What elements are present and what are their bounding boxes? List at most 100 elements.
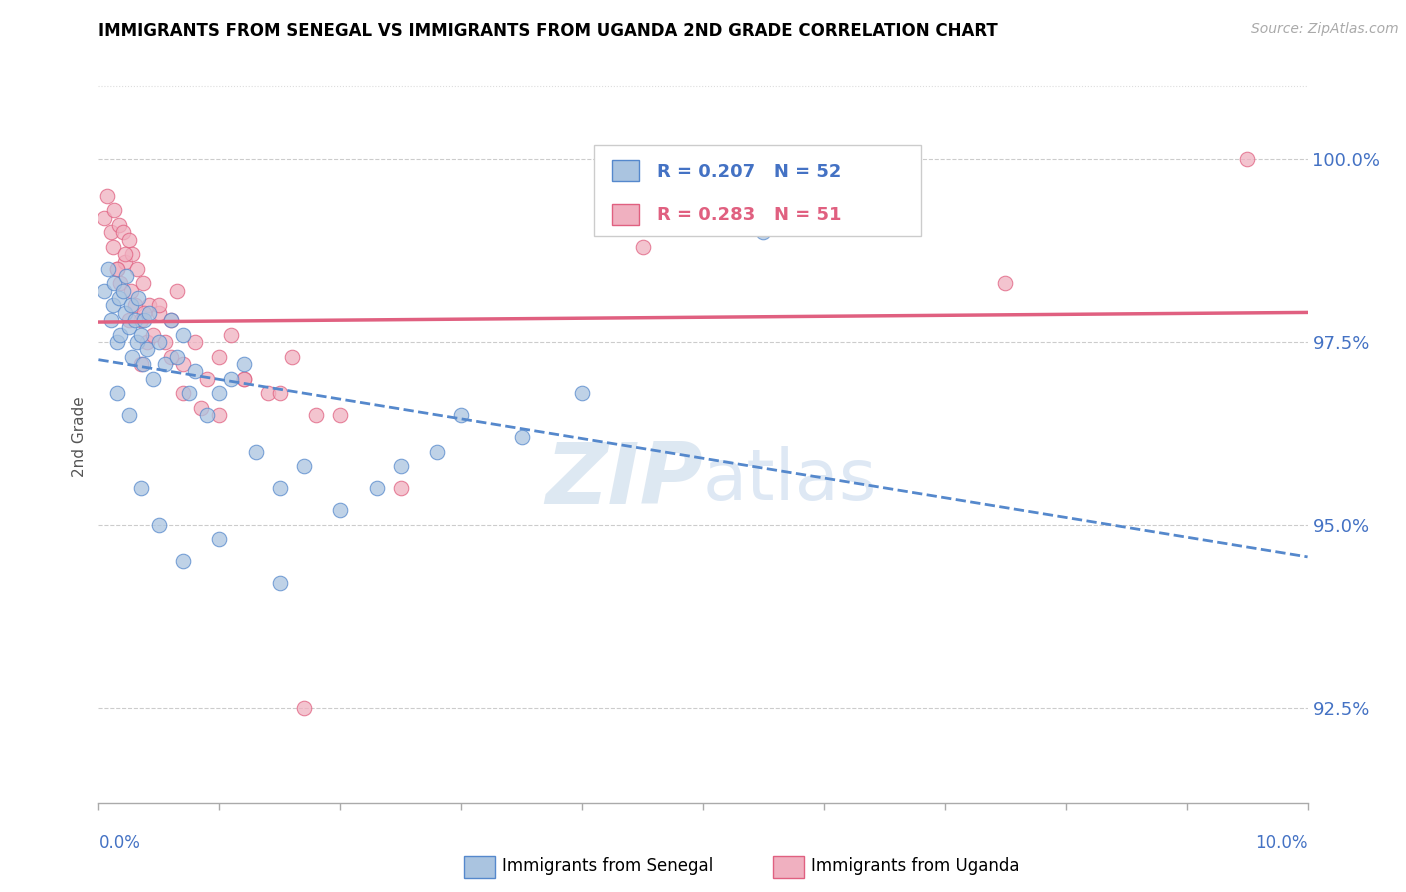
Point <box>269 386 291 401</box>
Point <box>184 364 207 378</box>
Point <box>121 247 143 261</box>
Point <box>108 291 131 305</box>
Point <box>108 327 131 342</box>
Point <box>426 444 449 458</box>
Point <box>329 408 352 422</box>
Point <box>101 240 124 254</box>
Point <box>269 481 291 495</box>
Point <box>115 269 138 284</box>
Point <box>195 371 218 385</box>
Point <box>752 225 775 239</box>
Point <box>114 306 136 320</box>
Point <box>269 576 291 591</box>
Point <box>105 334 128 349</box>
Point <box>292 700 315 714</box>
Point <box>292 459 315 474</box>
Text: Source: ZipAtlas.com: Source: ZipAtlas.com <box>1251 22 1399 37</box>
Text: ZIP: ZIP <box>546 440 703 523</box>
Point <box>105 261 128 276</box>
Point <box>148 298 170 312</box>
Point <box>160 313 183 327</box>
Point <box>208 533 231 547</box>
Point <box>208 408 231 422</box>
Point <box>208 386 231 401</box>
Point <box>232 371 254 385</box>
Point <box>184 334 207 349</box>
Point <box>329 503 352 517</box>
Point <box>138 298 160 312</box>
Point <box>105 261 128 276</box>
Point <box>1236 152 1258 166</box>
Text: atlas: atlas <box>703 447 877 516</box>
Point <box>256 386 278 401</box>
Point <box>127 291 149 305</box>
Point <box>134 306 156 320</box>
Point <box>221 371 243 385</box>
Text: R = 0.283   N = 51: R = 0.283 N = 51 <box>657 206 842 225</box>
Point <box>366 481 388 495</box>
Point <box>103 203 125 218</box>
Point <box>148 334 170 349</box>
Point <box>105 386 128 401</box>
Point <box>135 334 157 349</box>
Point <box>994 277 1017 291</box>
Point <box>120 298 142 312</box>
Text: IMMIGRANTS FROM SENEGAL VS IMMIGRANTS FROM UGANDA 2ND GRADE CORRELATION CHART: IMMIGRANTS FROM SENEGAL VS IMMIGRANTS FR… <box>98 22 998 40</box>
Point <box>142 327 165 342</box>
Point <box>124 313 146 327</box>
Point <box>160 350 183 364</box>
Point <box>631 240 654 254</box>
Point <box>153 334 176 349</box>
Point <box>389 459 412 474</box>
Point <box>208 350 231 364</box>
Point <box>124 298 146 312</box>
Point <box>127 334 149 349</box>
Point <box>172 554 194 568</box>
Point <box>100 225 122 239</box>
Point <box>103 277 125 291</box>
FancyBboxPatch shape <box>612 161 638 181</box>
Point <box>179 386 201 401</box>
Point <box>114 254 136 268</box>
Point <box>281 350 304 364</box>
FancyBboxPatch shape <box>595 145 921 235</box>
Point <box>232 371 254 385</box>
Point <box>129 481 152 495</box>
Point <box>118 233 141 247</box>
Point <box>93 284 115 298</box>
Point <box>195 408 218 422</box>
Point <box>100 313 122 327</box>
Point <box>172 327 194 342</box>
Point <box>101 298 124 312</box>
Point <box>148 306 170 320</box>
Point <box>93 211 115 225</box>
Point <box>127 261 149 276</box>
Point <box>389 481 412 495</box>
Point <box>172 357 194 371</box>
Text: 0.0%: 0.0% <box>98 834 141 852</box>
Point <box>190 401 212 415</box>
Text: 10.0%: 10.0% <box>1256 834 1308 852</box>
Point <box>571 386 593 401</box>
Point <box>450 408 472 422</box>
Point <box>108 218 131 232</box>
Point <box>148 517 170 532</box>
Point <box>118 320 141 334</box>
Point <box>510 430 533 444</box>
Point <box>97 261 120 276</box>
Point <box>111 284 134 298</box>
Point <box>245 444 267 458</box>
Y-axis label: 2nd Grade: 2nd Grade <box>72 397 87 477</box>
Point <box>305 408 328 422</box>
Point <box>108 277 131 291</box>
Point <box>134 313 156 327</box>
Point <box>96 188 118 202</box>
Point <box>166 350 188 364</box>
Point <box>129 313 152 327</box>
Point <box>132 357 155 371</box>
Point <box>166 284 188 298</box>
Text: Immigrants from Uganda: Immigrants from Uganda <box>811 857 1019 875</box>
FancyBboxPatch shape <box>612 204 638 225</box>
Point <box>118 313 141 327</box>
Point <box>221 327 243 342</box>
